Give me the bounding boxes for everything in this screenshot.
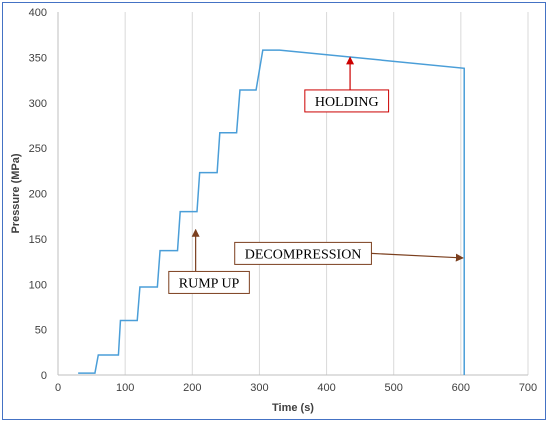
y-tick-label: 250 <box>29 143 47 155</box>
annotation-box <box>304 89 390 113</box>
x-tick-label: 500 <box>385 382 403 394</box>
annotation-rump-up: RUMP UP <box>168 228 250 294</box>
y-axis-title: Pressure (MPa) <box>10 153 22 233</box>
annotation-label: HOLDING <box>315 95 379 110</box>
y-tick-label: 200 <box>29 189 47 201</box>
axes <box>57 12 528 376</box>
annotation-box <box>168 270 250 294</box>
grid <box>124 12 529 375</box>
y-tick-label: 50 <box>35 325 47 337</box>
x-tick-label: 0 <box>55 382 61 394</box>
x-tick-label: 300 <box>250 382 268 394</box>
chart-frame <box>2 2 546 420</box>
x-tick-label: 600 <box>452 382 470 394</box>
x-tick-label: 200 <box>183 382 201 394</box>
y-tick-label: 350 <box>29 52 47 64</box>
x-tick-label: 100 <box>116 382 134 394</box>
annotation-label: DECOMPRESSION <box>245 247 362 262</box>
y-tick-label: 400 <box>29 7 47 19</box>
x-axis-title: Time (s) <box>272 402 314 414</box>
annotations: HOLDING RUMP UP DECOMPRESSION <box>168 56 464 294</box>
annotation-label: RUMP UP <box>179 276 240 291</box>
y-tick-label: 100 <box>29 279 47 291</box>
annotation-holding: HOLDING <box>304 56 390 113</box>
y-tick-label: 150 <box>29 234 47 246</box>
y-tick-labels: 0 50 100 150 200 250 300 350 400 <box>29 7 47 382</box>
y-tick-label: 300 <box>29 98 47 110</box>
y-tick-label: 0 <box>41 370 47 382</box>
pressure-series-line <box>78 49 465 375</box>
x-tick-label: 400 <box>317 382 335 394</box>
annotation-decompression: DECOMPRESSION <box>234 241 464 265</box>
x-tick-labels: 0 100 200 300 400 500 600 700 <box>55 382 537 394</box>
annotation-arrow <box>371 252 464 262</box>
x-tick-label: 700 <box>519 382 537 394</box>
annotation-box <box>234 241 372 265</box>
